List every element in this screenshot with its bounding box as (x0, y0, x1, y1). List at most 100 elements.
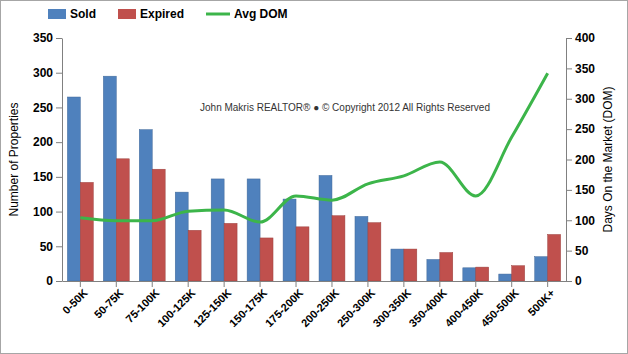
tick-mark (56, 107, 62, 108)
tick-label: 0 (46, 274, 53, 288)
tick-mark (566, 160, 572, 161)
bar (80, 182, 93, 281)
bar (139, 130, 152, 281)
tick-label: 400 (575, 31, 595, 45)
bar (247, 179, 260, 281)
tick-label: 50 (575, 244, 589, 258)
bar (404, 249, 417, 281)
tick-mark (566, 68, 572, 69)
tick-label: 200 (575, 153, 595, 167)
tick: 500K+ (525, 281, 557, 318)
bar (499, 274, 512, 281)
tick-label: 200 (33, 135, 53, 149)
tick-label: 250 (33, 101, 53, 115)
axis-y2ticks: 0 50 100 150 200 250 300 350 400 (566, 31, 595, 288)
bar (427, 259, 440, 281)
legend-label: Sold (70, 7, 96, 21)
tick: 100 (566, 214, 595, 228)
tick-label: 150 (575, 183, 595, 197)
tick-label: 100 (575, 214, 595, 228)
tick-label: 500K+ (525, 287, 557, 319)
tick-label: 300-350K (371, 286, 414, 329)
tick-label: 100 (33, 205, 53, 219)
tick-label: 150-175K (227, 286, 270, 329)
axis-x: 0-50K50-75K75-100K100-125K125-150K150-17… (60, 281, 567, 329)
tick-label: 50-75K (92, 286, 126, 320)
bar (319, 175, 332, 281)
tick-mark (566, 190, 572, 191)
tick-label: 125-150K (191, 286, 234, 329)
tick-mark (56, 177, 62, 178)
tick: 50-75K (92, 281, 126, 321)
tick-label: 0 (575, 274, 582, 288)
tick-label: 450-500K (478, 286, 521, 329)
tick-mark (566, 220, 572, 221)
bar (476, 267, 489, 281)
tick-label: 250 (575, 122, 595, 136)
annotation: John Makris REALTOR® ● © Copyright 2012 … (200, 102, 490, 113)
bar (332, 216, 345, 281)
axis-line (63, 281, 567, 282)
tick-label: 250-300K (335, 286, 378, 329)
tick-label: 200-250K (299, 286, 342, 329)
chart-border (1, 1, 628, 354)
bar (440, 253, 453, 281)
tick-mark (566, 251, 572, 252)
tick-label: 150 (33, 170, 53, 184)
tick-label: 100-125K (155, 286, 198, 329)
tick-mark (56, 73, 62, 74)
tick: 150 (566, 183, 595, 197)
legend-swatch (48, 9, 66, 19)
bar (175, 192, 188, 281)
legend-item: Sold (48, 7, 96, 21)
tick: 50 (40, 240, 62, 254)
tick: 0-50K (60, 281, 90, 316)
tick-mark (56, 281, 62, 282)
legend-item: Expired (118, 7, 184, 21)
bar (224, 223, 237, 281)
tick: 250 (566, 122, 595, 136)
chart-container: 0 50 100 150 200 250 300 350 0 50 100 150 200 250 300 3… (0, 0, 628, 354)
tick: 0 (46, 274, 62, 288)
bar (211, 179, 224, 281)
tick: 300 (566, 92, 595, 106)
bar (548, 234, 561, 281)
tick-label: 350 (33, 31, 53, 45)
legend-swatch (206, 13, 230, 16)
tick-label: 400-450K (442, 286, 485, 329)
bar (67, 97, 80, 281)
bar (463, 268, 476, 281)
bar (103, 76, 116, 281)
tick-mark (56, 142, 62, 143)
tick: 50 (566, 244, 589, 258)
line (80, 73, 547, 222)
tick-mark (566, 99, 572, 100)
legend-swatch (118, 9, 136, 19)
tick-mark (566, 129, 572, 130)
plot-area: 0 50 100 150 200 250 300 350 0 50 100 150 200 250 300 3… (33, 31, 595, 329)
chart-svg: 0 50 100 150 200 250 300 350 0 50 100 150 200 250 300 3… (0, 0, 628, 354)
tick-label: 350 (575, 62, 595, 76)
legend: Sold Expired Avg DOM (48, 7, 288, 21)
tick: 75-100K (123, 281, 161, 325)
bar (391, 249, 404, 281)
tick-label: 350-400K (406, 286, 449, 329)
tick-label: 50 (40, 240, 54, 254)
legend-label: Avg DOM (234, 7, 288, 21)
tick: 200 (33, 135, 62, 149)
bar (260, 238, 273, 281)
bar (535, 257, 548, 281)
tick-label: 300 (575, 92, 595, 106)
bar (512, 266, 525, 281)
tick-label: 0-50K (60, 286, 90, 316)
y-axis-title: Number of Properties (7, 102, 21, 216)
bar (152, 169, 165, 281)
tick: 350 (33, 31, 62, 45)
bar (355, 216, 368, 281)
legend-item: Avg DOM (206, 7, 288, 21)
tick: 200 (566, 153, 595, 167)
tick: 300 (33, 66, 62, 80)
bar (296, 227, 309, 281)
tick: 400 (566, 31, 595, 45)
tick-mark (566, 281, 572, 282)
